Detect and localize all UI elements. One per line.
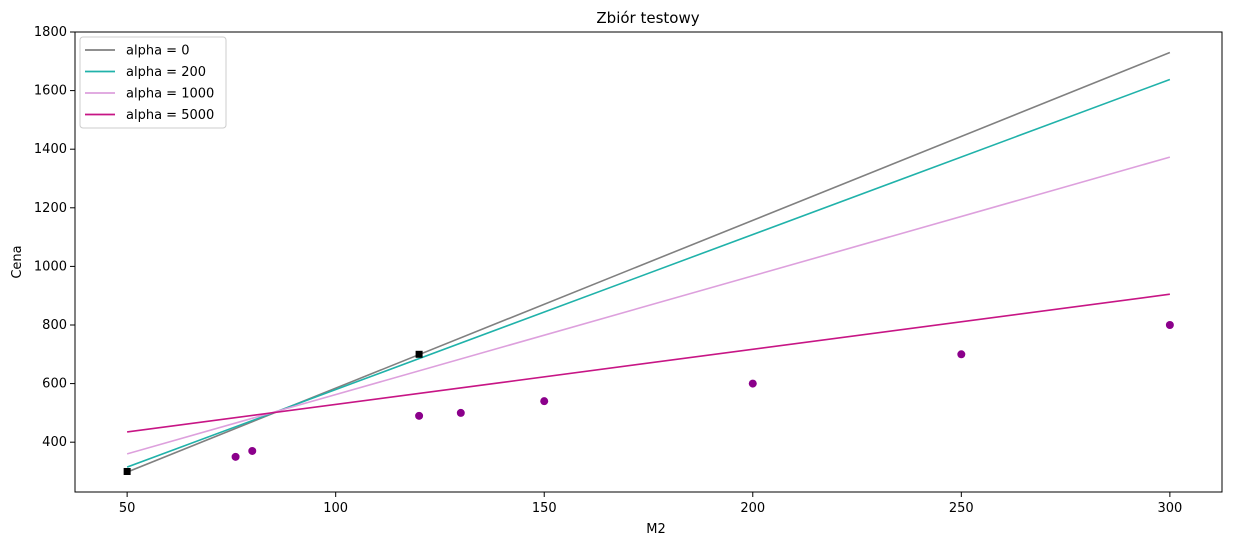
y-tick-label: 1000: [34, 259, 67, 274]
x-axis-title: M2: [646, 522, 666, 537]
scatter-point: [957, 350, 966, 359]
series-line-1: [126, 78, 1171, 468]
scatter-point: [231, 452, 240, 461]
chart-title: Zbiór testowy: [596, 9, 699, 27]
plot-frame: [74, 31, 1223, 493]
square-marker: [415, 350, 423, 358]
x-tick-label: 200: [740, 501, 765, 516]
plot-area: [123, 51, 1174, 475]
legend-label: alpha = 5000: [126, 108, 214, 123]
scatter-point: [456, 408, 465, 417]
axes: 50 100 150 200 250 300 400 600 800 1000 1200 1400 16…: [34, 25, 1182, 516]
series-line-2: [126, 156, 1171, 455]
x-tick-label: 150: [532, 501, 557, 516]
legend-label: alpha = 200: [126, 65, 206, 80]
x-tick-label: 300: [1157, 501, 1182, 516]
scatter-point: [540, 397, 549, 406]
legend-box: [79, 36, 227, 129]
y-tick-label: 600: [42, 377, 67, 392]
y-tick-label: 800: [42, 318, 67, 333]
legend-label: alpha = 0: [126, 44, 189, 59]
x-tick-label: 100: [323, 501, 348, 516]
x-tick-label: 250: [949, 501, 974, 516]
scatter-point: [415, 411, 424, 420]
legend-label: alpha = 1000: [126, 87, 214, 102]
legend: alpha = 0 alpha = 200 alpha = 1000 alpha = …: [79, 36, 227, 129]
y-tick-label: 1800: [34, 25, 67, 40]
y-axis-title: Cena: [10, 245, 25, 278]
y-tick-label: 1400: [34, 142, 67, 157]
scatter-point: [748, 379, 757, 388]
scatter-point: [248, 446, 257, 455]
scatter-point: [1165, 320, 1174, 329]
series-line-3: [127, 293, 1170, 433]
x-tick-label: 50: [119, 501, 136, 516]
y-tick-label: 1200: [34, 201, 67, 216]
square-marker: [123, 467, 131, 475]
y-tick-label: 1600: [34, 84, 67, 99]
y-tick-label: 400: [42, 435, 67, 450]
